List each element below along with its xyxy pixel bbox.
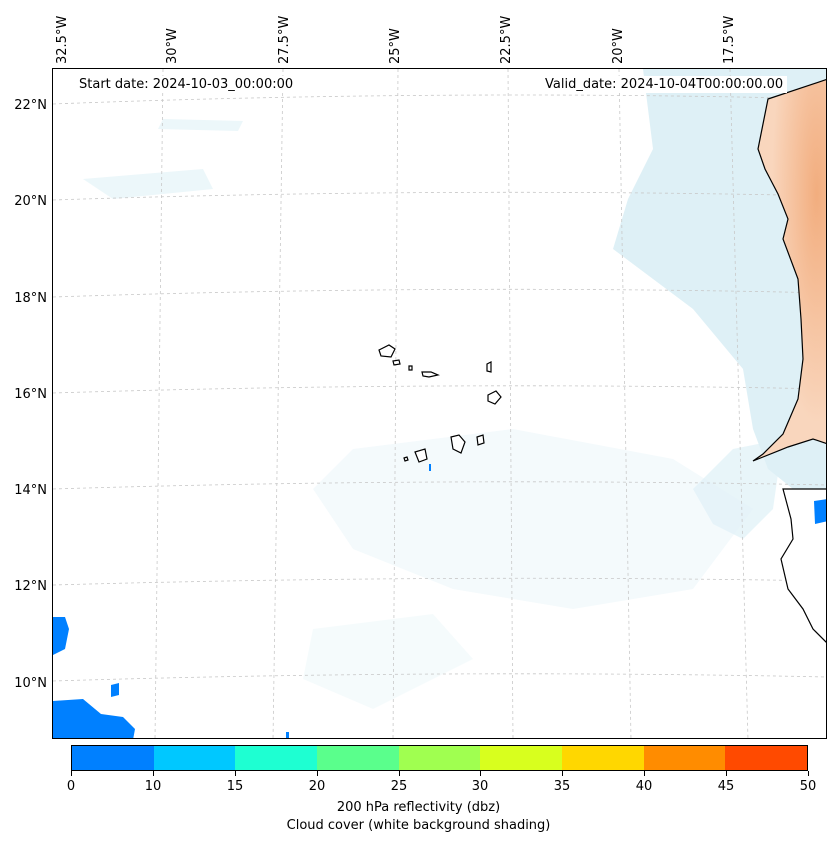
colorbar-tick-label: 50 — [799, 779, 817, 794]
lat-label-14n: 14°N — [14, 483, 47, 498]
colorbar-tick — [808, 771, 809, 776]
colorbar-tick — [480, 771, 481, 776]
colorbar-segment-5 — [480, 746, 563, 770]
colorbar-sublabel: Cloud cover (white background shading) — [286, 818, 551, 833]
lon-label-17-5w: 17.5°W — [722, 15, 737, 64]
colorbar-tick-label: 30 — [471, 779, 489, 794]
lon-label-25w: 25°W — [388, 28, 403, 64]
colorbar-tick-label: 35 — [553, 779, 571, 794]
lon-label-22-5w: 22.5°W — [499, 15, 514, 64]
colorbar-tick-label: 25 — [390, 779, 408, 794]
lat-label-18n: 18°N — [14, 291, 47, 306]
lon-label-30w: 30°W — [165, 28, 180, 64]
colorbar-segment-0 — [72, 746, 154, 770]
graticule — [53, 69, 826, 738]
colorbar — [71, 745, 808, 771]
lon-label-27-5w: 27.5°W — [277, 15, 292, 64]
colorbar-segment-4 — [398, 746, 481, 770]
colorbar-segment-6 — [562, 746, 644, 770]
colorbar-tick — [726, 771, 727, 776]
colorbar-tick-label: 10 — [144, 779, 162, 794]
colorbar-tick — [562, 771, 563, 776]
colorbar-tick — [644, 771, 645, 776]
colorbar-tick — [317, 771, 318, 776]
lat-label-20n: 20°N — [14, 194, 47, 209]
africa-coast — [752, 79, 826, 643]
lat-label-22n: 22°N — [14, 98, 47, 113]
cloud-cover-shading — [83, 69, 826, 709]
colorbar-tick-label: 15 — [226, 779, 244, 794]
valid-date-label: Valid_date: 2024-10-04T00:00:00.00 — [541, 76, 788, 93]
colorbar-tick — [153, 771, 154, 776]
colorbar-tick-label: 0 — [66, 779, 76, 794]
colorbar-tick-label: 40 — [635, 779, 653, 794]
lon-label-32-5w: 32.5°W — [55, 15, 70, 64]
start-date-label: Start date: 2024-10-03_00:00:00 — [75, 76, 298, 93]
colorbar-segment-2 — [235, 746, 318, 770]
colorbar-segment-3 — [317, 746, 399, 770]
lat-label-16n: 16°N — [14, 387, 47, 402]
colorbar-tick — [71, 771, 72, 776]
colorbar-segment-7 — [643, 746, 726, 770]
colorbar-tick — [399, 771, 400, 776]
colorbar-label: 200 hPa reflectivity (dbz) — [336, 800, 501, 815]
cape-verde-islands — [378, 344, 502, 463]
lat-label-10n: 10°N — [14, 676, 47, 691]
colorbar-segment-1 — [153, 746, 236, 770]
lat-label-12n: 12°N — [14, 579, 47, 594]
map-canvas — [53, 69, 826, 738]
lon-label-20w: 20°W — [611, 28, 626, 64]
colorbar-tick-label: 20 — [308, 779, 326, 794]
reflectivity-cells — [53, 464, 826, 738]
colorbar-segment-8 — [725, 746, 808, 770]
colorbar-tick-label: 45 — [717, 779, 735, 794]
colorbar-tick — [235, 771, 236, 776]
map-panel[interactable] — [52, 68, 827, 739]
